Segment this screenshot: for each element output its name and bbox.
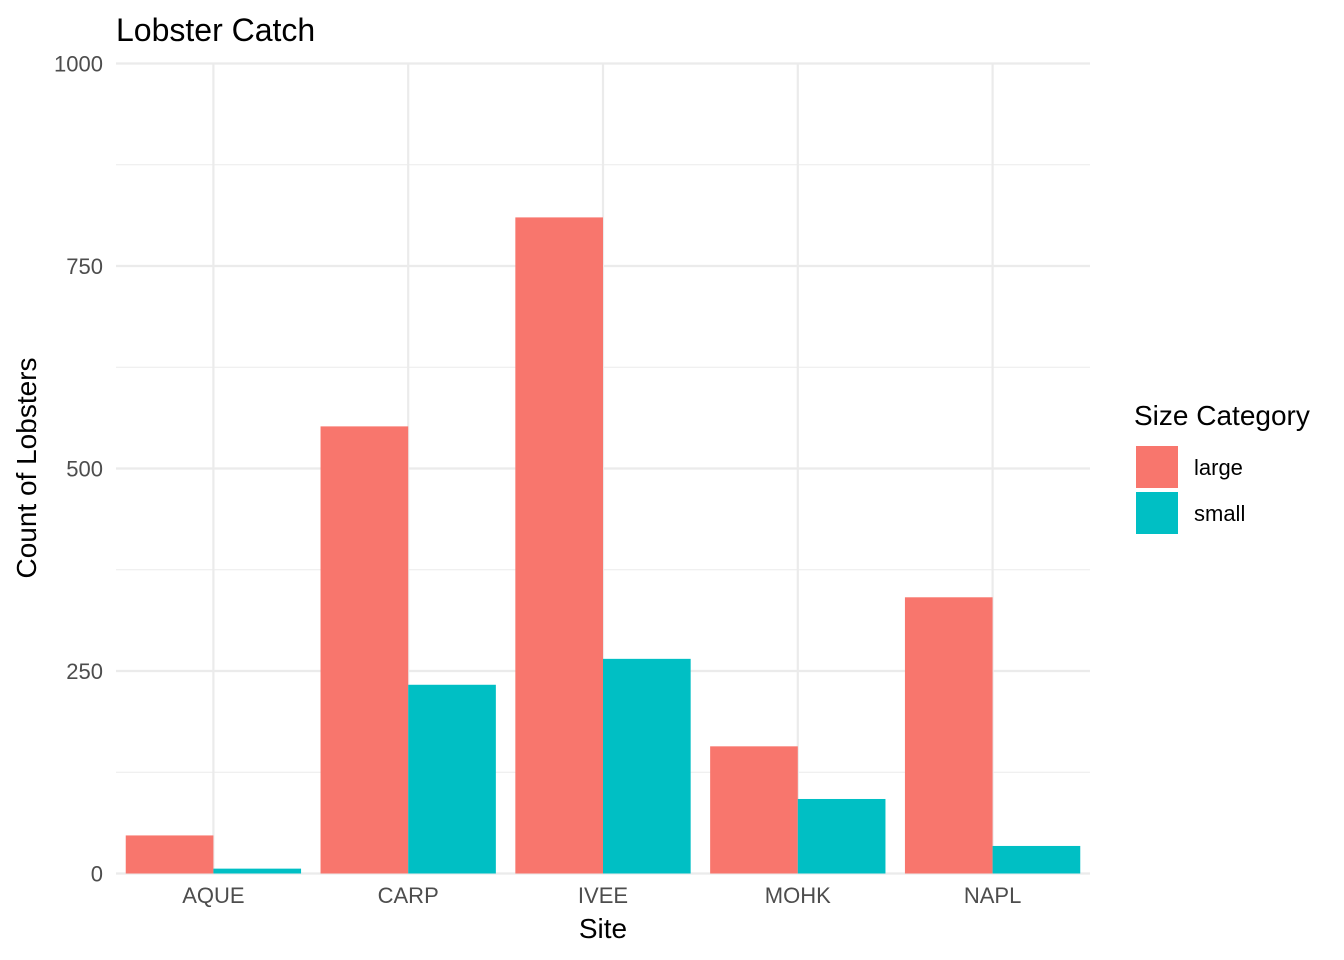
bar-large-ivee — [515, 217, 603, 874]
bar-small-mohk — [797, 798, 886, 874]
x-tick-label: NAPL — [964, 883, 1021, 908]
y-axis-title: Count of Lobsters — [11, 357, 42, 578]
bar-small-aque — [213, 868, 302, 874]
bar-large-mohk — [710, 746, 798, 874]
y-tick-label: 1000 — [54, 52, 103, 77]
y-tick-label: 250 — [66, 659, 103, 684]
chart-title: Lobster Catch — [116, 12, 315, 48]
bar-small-carp — [408, 684, 496, 874]
x-tick-label: IVEE — [578, 883, 628, 908]
legend-title: Size Category — [1134, 400, 1310, 431]
y-tick-label: 0 — [91, 862, 103, 887]
bar-small-ivee — [603, 658, 691, 874]
y-axis-ticks: 0 250 500 750 1000 — [54, 52, 103, 887]
bar-large-carp — [320, 426, 409, 874]
bar-large-napl — [904, 597, 993, 874]
bar-small-napl — [992, 845, 1081, 874]
y-tick-label: 500 — [66, 457, 103, 482]
legend: Size Category large small — [1134, 400, 1310, 534]
x-tick-label: CARP — [378, 883, 439, 908]
x-axis-title: Site — [579, 913, 627, 944]
legend-key-large — [1136, 446, 1178, 488]
legend-key-small — [1136, 492, 1178, 534]
legend-label-small: small — [1194, 501, 1245, 526]
bars — [125, 217, 1081, 874]
y-tick-label: 750 — [66, 254, 103, 279]
x-axis-ticks: AQUE CARP IVEE MOHK NAPL — [182, 883, 1021, 908]
x-tick-label: AQUE — [182, 883, 244, 908]
x-tick-label: MOHK — [765, 883, 831, 908]
legend-label-large: large — [1194, 455, 1243, 480]
bar-large-aque — [125, 835, 214, 874]
